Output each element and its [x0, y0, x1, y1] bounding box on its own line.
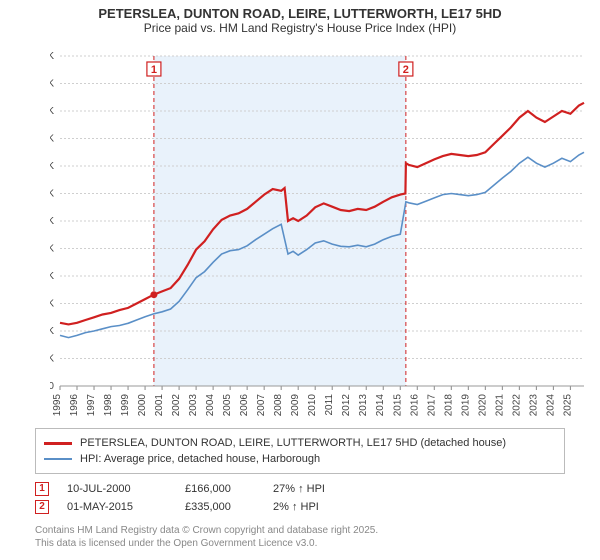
legend: PETERSLEA, DUNTON ROAD, LEIRE, LUTTERWOR…	[35, 428, 565, 474]
legend-swatch-2	[44, 458, 72, 460]
svg-text:2000: 2000	[137, 394, 148, 417]
svg-text:£450K: £450K	[50, 134, 54, 145]
svg-text:2008: 2008	[273, 394, 284, 417]
svg-text:2007: 2007	[256, 394, 267, 417]
svg-text:2024: 2024	[545, 394, 556, 417]
footnote-line1: Contains HM Land Registry data © Crown c…	[35, 524, 575, 537]
legend-swatch-1	[44, 442, 72, 445]
svg-text:£0: £0	[50, 381, 54, 392]
svg-text:2020: 2020	[477, 394, 488, 417]
sale-price-2: £335,000	[185, 498, 255, 516]
svg-text:£50K: £50K	[50, 354, 54, 365]
svg-text:2016: 2016	[409, 394, 420, 417]
svg-text:2014: 2014	[375, 394, 386, 417]
svg-text:2006: 2006	[239, 394, 250, 417]
svg-text:£200K: £200K	[50, 271, 54, 282]
svg-text:2019: 2019	[460, 394, 471, 417]
svg-text:2025: 2025	[562, 394, 573, 417]
svg-text:2001: 2001	[154, 394, 165, 417]
svg-text:2012: 2012	[341, 394, 352, 417]
title-line1: PETERSLEA, DUNTON ROAD, LEIRE, LUTTERWOR…	[10, 6, 590, 21]
svg-text:£300K: £300K	[50, 216, 54, 227]
svg-text:2010: 2010	[307, 394, 318, 417]
svg-text:1995: 1995	[52, 394, 63, 417]
svg-text:£600K: £600K	[50, 51, 54, 62]
svg-text:2003: 2003	[188, 394, 199, 417]
sale-delta-1: 27% ↑ HPI	[273, 480, 363, 498]
footnote-line2: This data is licensed under the Open Gov…	[35, 537, 575, 550]
svg-text:2: 2	[403, 64, 409, 76]
svg-text:£250K: £250K	[50, 244, 54, 255]
title-block: PETERSLEA, DUNTON ROAD, LEIRE, LUTTERWOR…	[0, 0, 600, 37]
figure-container: PETERSLEA, DUNTON ROAD, LEIRE, LUTTERWOR…	[0, 0, 600, 560]
sale-date-1: 10-JUL-2000	[67, 480, 167, 498]
svg-text:£500K: £500K	[50, 106, 54, 117]
legend-label-1: PETERSLEA, DUNTON ROAD, LEIRE, LUTTERWOR…	[80, 435, 506, 451]
svg-text:£100K: £100K	[50, 326, 54, 337]
svg-text:£350K: £350K	[50, 189, 54, 200]
sale-delta-2: 2% ↑ HPI	[273, 498, 363, 516]
chart-svg: £0 £50K £100K £150K £200K £250K £300K £350K £400…	[50, 50, 590, 420]
sales-table: 1 10-JUL-2000 £166,000 27% ↑ HPI 2 01-MA…	[35, 480, 565, 516]
sale-marker-2: 2	[35, 500, 49, 514]
svg-text:1997: 1997	[86, 394, 97, 417]
table-row: 1 10-JUL-2000 £166,000 27% ↑ HPI	[35, 480, 565, 498]
svg-text:2021: 2021	[494, 394, 505, 417]
svg-text:£400K: £400K	[50, 161, 54, 172]
svg-text:1999: 1999	[120, 394, 131, 417]
svg-text:2022: 2022	[511, 394, 522, 417]
svg-text:1: 1	[151, 64, 157, 76]
legend-label-2: HPI: Average price, detached house, Harb…	[80, 451, 320, 467]
svg-text:1996: 1996	[69, 394, 80, 417]
chart-area: £0 £50K £100K £150K £200K £250K £300K £350K £400…	[50, 50, 590, 420]
sale-date-2: 01-MAY-2015	[67, 498, 167, 516]
svg-text:2009: 2009	[290, 394, 301, 417]
table-row: 2 01-MAY-2015 £335,000 2% ↑ HPI	[35, 498, 565, 516]
footnote: Contains HM Land Registry data © Crown c…	[35, 524, 575, 550]
svg-text:2005: 2005	[222, 394, 233, 417]
svg-text:£550K: £550K	[50, 79, 54, 90]
svg-text:2002: 2002	[171, 394, 182, 417]
legend-row-1: PETERSLEA, DUNTON ROAD, LEIRE, LUTTERWOR…	[44, 435, 556, 451]
svg-text:£150K: £150K	[50, 299, 54, 310]
svg-text:2013: 2013	[358, 394, 369, 417]
sale-price-1: £166,000	[185, 480, 255, 498]
svg-text:2011: 2011	[324, 394, 335, 416]
svg-text:2023: 2023	[528, 394, 539, 417]
svg-text:1998: 1998	[103, 394, 114, 417]
sale-marker-1: 1	[35, 482, 49, 496]
svg-text:2018: 2018	[443, 394, 454, 417]
svg-text:2017: 2017	[426, 394, 437, 417]
title-line2: Price paid vs. HM Land Registry's House …	[10, 21, 590, 35]
legend-row-2: HPI: Average price, detached house, Harb…	[44, 451, 556, 467]
svg-text:2004: 2004	[205, 394, 216, 417]
svg-text:2015: 2015	[392, 394, 403, 417]
